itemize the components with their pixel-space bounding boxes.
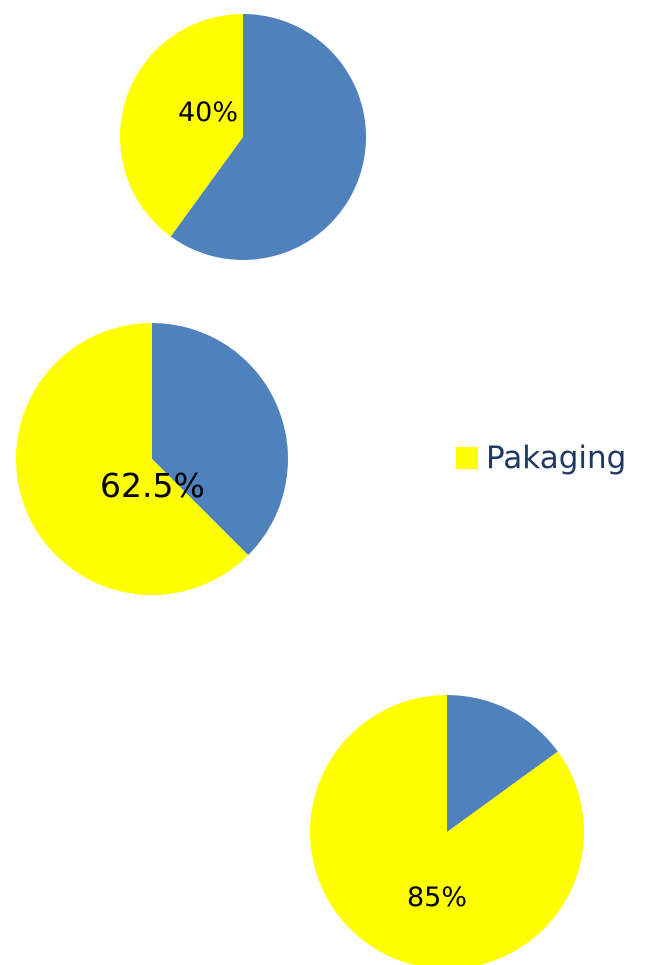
legend: Pakaging <box>456 440 626 476</box>
pie-chart-1: 40% <box>120 14 366 260</box>
pie-3-data-label: 85% <box>407 882 467 913</box>
legend-label-pakaging: Pakaging <box>486 440 626 476</box>
pie-chart-3: 85% <box>310 695 584 965</box>
legend-swatch-pakaging <box>456 447 478 469</box>
pie-2-slice-pakaging <box>15 323 249 595</box>
pie-2-slice-other <box>152 323 288 556</box>
pie-1-slice-pakaging <box>120 14 243 237</box>
pie-chart-2: 62.5% <box>15 323 288 595</box>
pie-1-data-label: 40% <box>178 97 238 128</box>
pie-2-data-label: 62.5% <box>100 466 205 505</box>
pie-3-slice-other <box>447 695 558 832</box>
pie-1-slice-other <box>170 14 366 260</box>
pie-3-slice-pakaging <box>310 695 584 965</box>
